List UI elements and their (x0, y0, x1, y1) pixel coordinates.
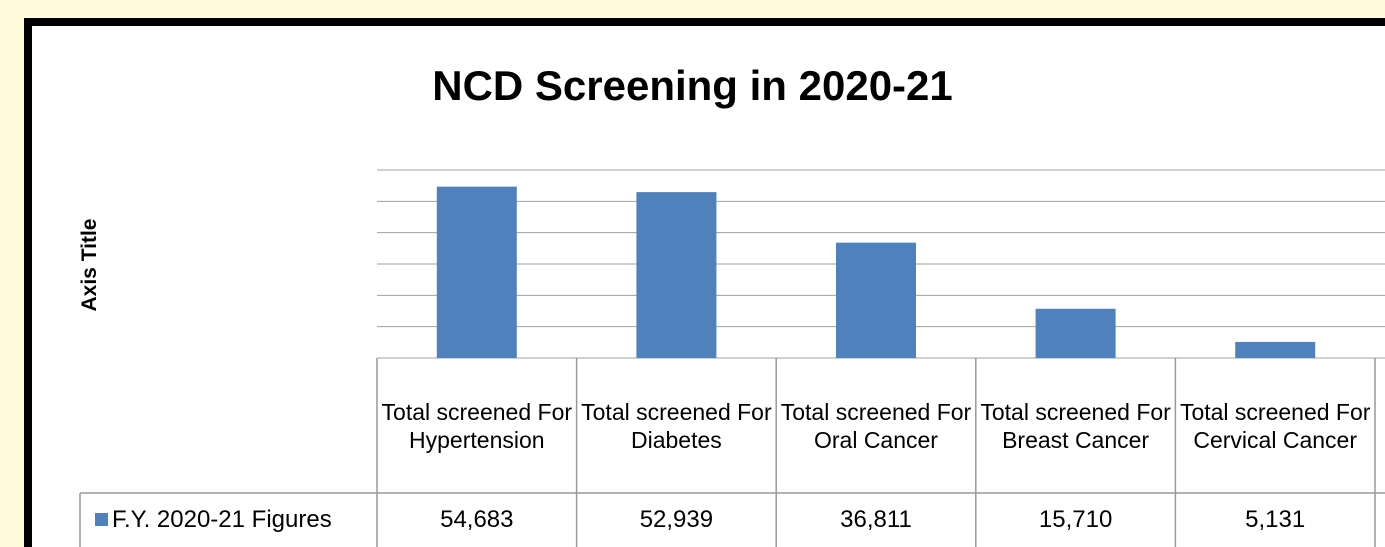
legend-label: F.Y. 2020-21 Figures (112, 505, 332, 533)
bar (636, 192, 717, 358)
category-label: Total screened For Diabetes (581, 398, 772, 453)
value-label: 54,683 (440, 505, 514, 533)
chart-title: NCD Screening in 2020-21 (432, 62, 953, 109)
category-label: Total screened For Breast Cancer (980, 398, 1171, 453)
category-label: Total screened For Hypertension (381, 398, 573, 453)
y-axis-title: Axis Title (78, 218, 101, 312)
bar (436, 186, 517, 358)
value-label: 15,710 (1038, 505, 1113, 533)
value-label: 36,811 (840, 505, 912, 533)
bar (1235, 341, 1316, 358)
category-label: Total screened For Cervical Cancer (1179, 398, 1371, 453)
bar (836, 242, 916, 358)
value-label: 52,939 (639, 505, 714, 533)
value-label: 5,131 (1245, 505, 1306, 533)
bar (1035, 308, 1116, 358)
category-label: Total screened For Oral Cancer (780, 398, 972, 453)
legend-key (95, 513, 108, 526)
